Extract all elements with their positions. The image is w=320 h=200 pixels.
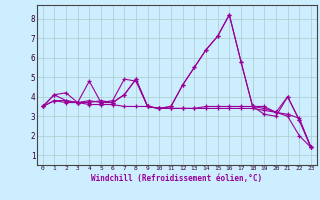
X-axis label: Windchill (Refroidissement éolien,°C): Windchill (Refroidissement éolien,°C)	[91, 174, 262, 183]
